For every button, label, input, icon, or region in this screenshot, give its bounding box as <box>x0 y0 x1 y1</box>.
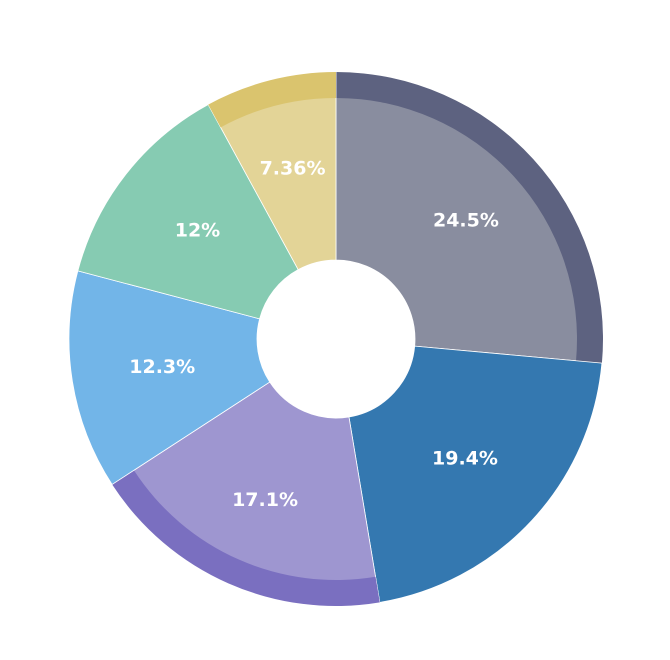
slice-label-12-3: 12.3% <box>129 356 195 378</box>
slice-label-7-36: 7.36% <box>260 157 326 179</box>
slices-layer <box>68 71 604 607</box>
pie-slice-5[interactable] <box>77 104 299 320</box>
slice-label-17-1: 17.1% <box>232 489 298 511</box>
slice-label-19-4: 19.4% <box>432 448 498 470</box>
slice-label-12: 12% <box>175 219 220 241</box>
pie-slice-rim-3 <box>112 470 380 606</box>
pie-slice-rim-6 <box>208 72 336 128</box>
slice-label-24-5: 24.5% <box>433 209 499 231</box>
pie-slice-rim-1 <box>336 72 604 364</box>
labels-layer: 24.5% 19.4% 17.1% 12.3% 12% 7.36% <box>129 157 499 511</box>
pie-slice-2[interactable] <box>348 345 603 603</box>
pie-slice-4[interactable] <box>68 270 271 485</box>
